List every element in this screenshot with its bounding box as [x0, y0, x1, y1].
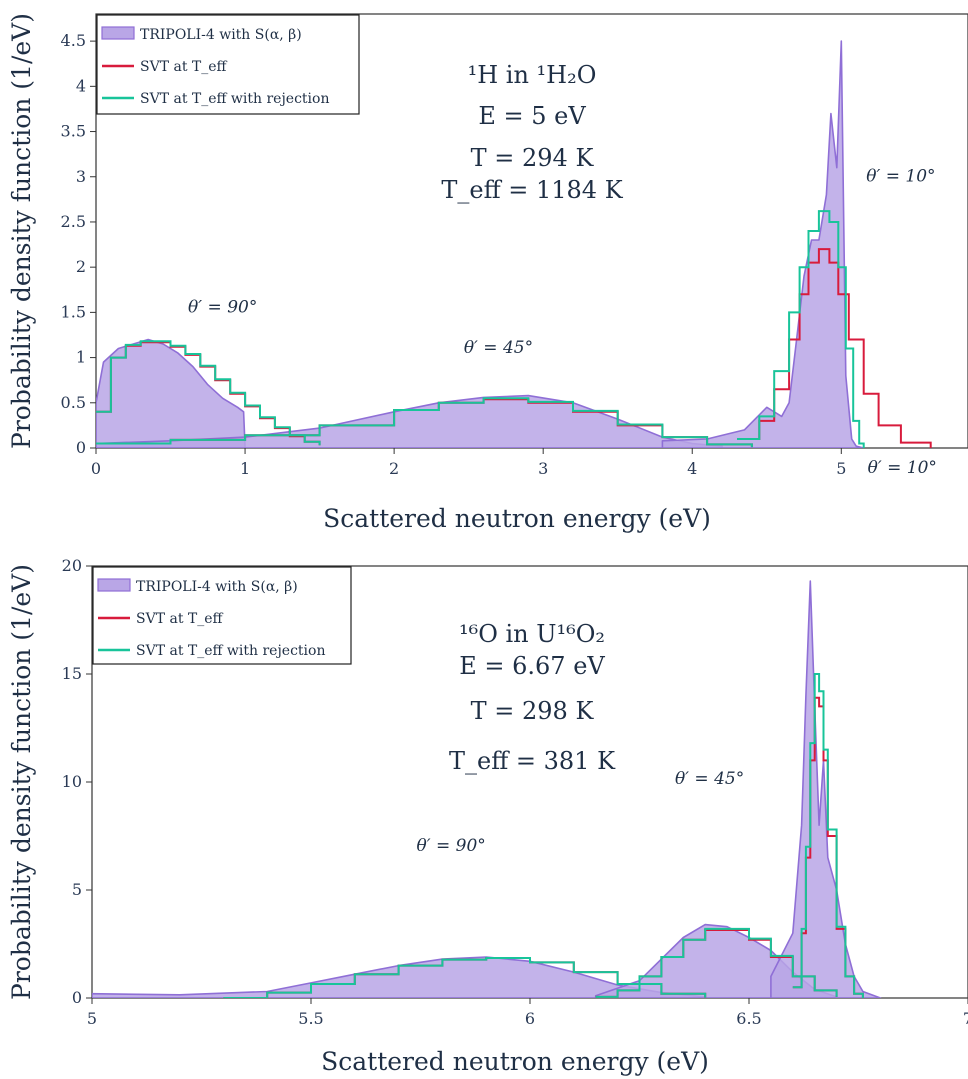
svt-rejection-line-1: [595, 927, 838, 998]
x-tick-label: 6.5: [736, 1009, 761, 1028]
legend: TRIPOLI-4 with S(α, β) SVT at T_eff SVT at…: [92, 566, 352, 665]
angle-annotation: θ′ = 10°: [868, 458, 937, 478]
y-tick-label: 5: [72, 880, 82, 899]
info-line: ¹⁶O in U¹⁶O₂: [459, 620, 605, 648]
svt-rejection-line-2: [737, 210, 865, 448]
legend-label: SVT at T_eff: [140, 59, 228, 75]
svt-rejection-line-0: [96, 340, 321, 446]
info-line: ¹H in ¹H₂O: [468, 61, 597, 89]
y-tick-label: 15: [62, 664, 82, 683]
legend-swatch-tripoli: [97, 578, 131, 592]
legend-label: SVT at T_eff with rejection: [140, 91, 329, 107]
x-tick-label: 1: [240, 459, 250, 478]
info-line: T_eff = 1184 K: [441, 176, 623, 204]
info-line: T = 294 K: [471, 144, 595, 172]
x-tick-label: 7: [963, 1009, 968, 1028]
x-tick-label: 5: [87, 1009, 97, 1028]
y-tick-label: 0: [76, 438, 86, 457]
legend: TRIPOLI-4 with S(α, β) SVT at T_eff SVT at…: [96, 14, 360, 115]
angle-annotation: θ′ = 90°: [188, 297, 257, 317]
tripoli-area-2: [661, 40, 865, 448]
y-tick-label: 4: [76, 76, 86, 95]
y-tick-label: 20: [62, 556, 82, 575]
legend-label: SVT at T_eff: [136, 611, 224, 627]
svt-line-2: [737, 248, 932, 448]
tripoli-area-2: [770, 580, 882, 998]
info-line: E = 5 eV: [478, 102, 586, 130]
legend-label: TRIPOLI-4 with S(α, β): [140, 27, 302, 43]
legend-label: TRIPOLI-4 with S(α, β): [136, 579, 298, 595]
y-tick-label: 3: [76, 167, 86, 186]
x-tick-label: 5.5: [298, 1009, 323, 1028]
angle-annotation: θ′ = 45°: [675, 769, 744, 789]
x-tick-label: 0: [91, 459, 101, 478]
svt-rejection-line-2: [792, 673, 864, 998]
legend-box: [92, 566, 352, 665]
tripoli-area-0: [96, 338, 249, 448]
y-tick-label: 2.5: [61, 212, 86, 231]
y-tick-label: 3.5: [61, 122, 86, 141]
bottom-panel: 55.566.5705101520Scattered neutron energ…: [7, 458, 968, 1076]
angle-annotation: θ′ = 10°: [866, 166, 935, 186]
info-line: E = 6.67 eV: [459, 652, 605, 680]
y-axis-label: Probability density function (1/eV): [7, 564, 36, 1000]
x-tick-label: 5: [836, 459, 846, 478]
y-axis-label: Probability density function (1/eV): [7, 13, 36, 449]
svt-rejection-line-0: [223, 957, 707, 998]
y-tick-label: 10: [62, 772, 82, 791]
legend-label: SVT at T_eff with rejection: [136, 643, 325, 659]
svt-rejection-line-1: [96, 397, 753, 448]
info-line: T = 298 K: [471, 697, 595, 725]
x-tick-label: 2: [389, 459, 399, 478]
angle-annotation: θ′ = 90°: [417, 836, 486, 856]
x-tick-label: 3: [538, 459, 548, 478]
plot-content: [96, 40, 932, 448]
info-line: T_eff = 381 K: [449, 747, 616, 775]
angle-annotation: θ′ = 45°: [464, 338, 533, 358]
legend-swatch-tripoli: [101, 26, 135, 40]
plot-content: [92, 580, 882, 998]
y-tick-label: 1.5: [61, 302, 86, 321]
y-tick-label: 1: [76, 348, 86, 367]
y-tick-label: 2: [76, 257, 86, 276]
x-axis-label: Scattered neutron energy (eV): [323, 504, 711, 533]
x-axis-label: Scattered neutron energy (eV): [321, 1047, 709, 1076]
y-tick-label: 0: [72, 988, 82, 1007]
x-tick-label: 4: [687, 459, 697, 478]
top-panel: 0 1 2 3 4 5 0 0.5 1 1.5 2 2.5 3 3.5 4 4.5 Scattered neut…: [7, 13, 968, 533]
legend-box: [96, 14, 360, 115]
x-tick-label: 6: [525, 1009, 535, 1028]
y-tick-label: 4.5: [61, 31, 86, 50]
y-tick-label: 0.5: [61, 393, 86, 412]
